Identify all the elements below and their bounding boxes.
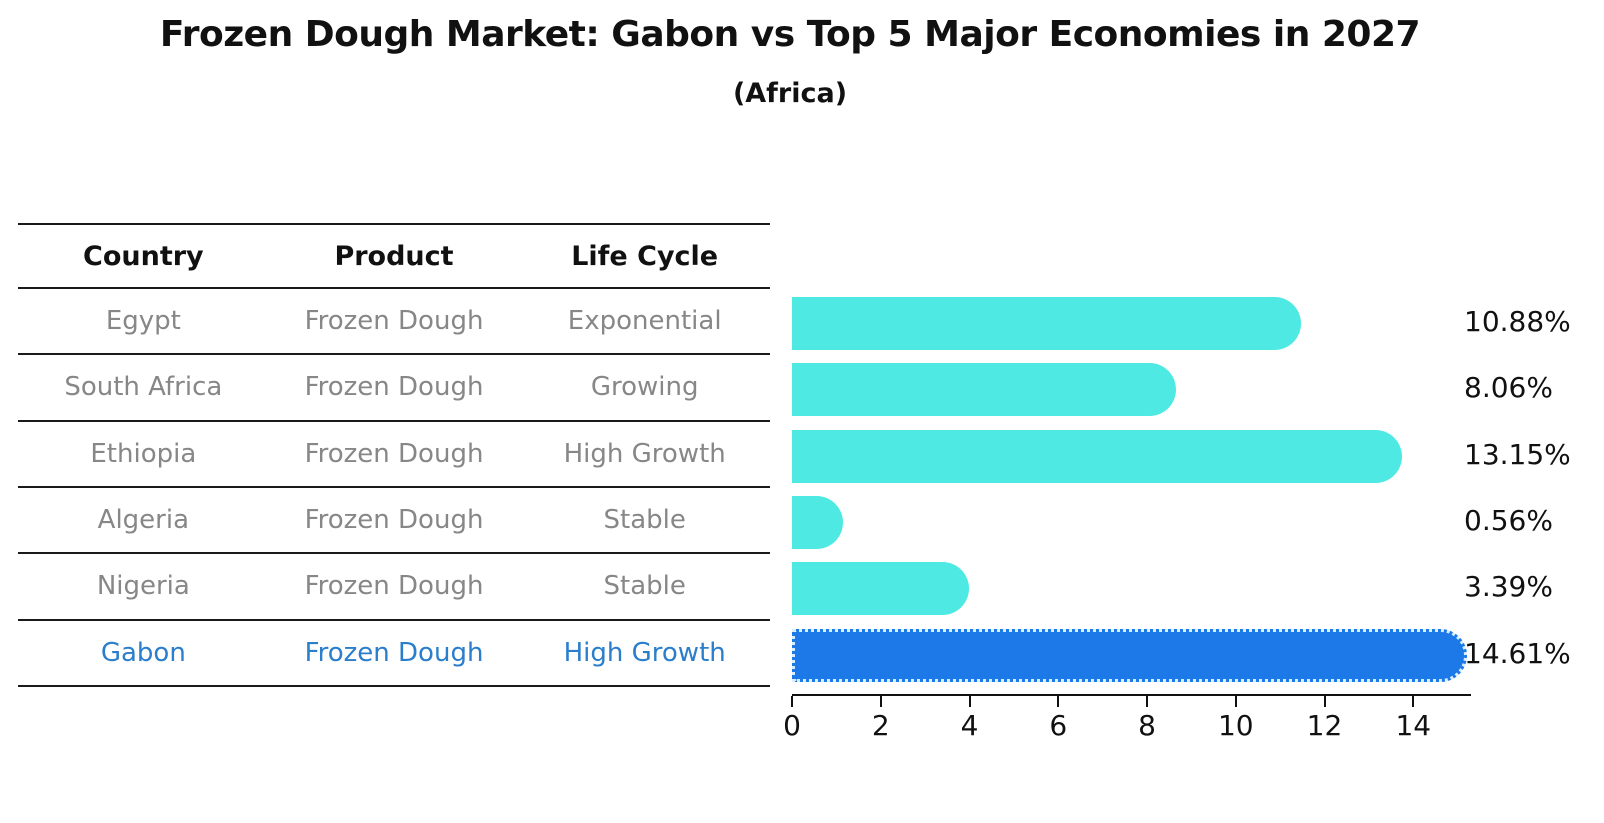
value-label-south-africa: 8.06% [1464,371,1553,405]
table-row-algeria: Algeria Frozen Dough Stable [18,488,770,555]
x-axis-tick-label: 6 [1049,709,1068,742]
x-axis-tick-label: 8 [1138,709,1156,742]
bar-egypt [792,297,1302,350]
cell-product: Frozen Dough [304,372,484,403]
cell-lifecycle: Growing [590,372,699,403]
cell-product: Frozen Dough [304,438,484,469]
bar-nigeria [792,562,969,616]
bar-row-nigeria: 3.39% [792,554,1602,620]
x-axis-tick [879,696,882,707]
column-header-lifecycle: Life Cycle [571,240,719,272]
table-row-ethiopia: Ethiopia Frozen Dough High Growth [18,422,770,488]
cell-country: South Africa [64,372,223,403]
cell-product: Frozen Dough [304,637,484,668]
x-axis-tick [791,696,793,707]
x-axis-line [792,694,1471,696]
cell-lifecycle: Exponential [567,306,722,337]
chart-title: Frozen Dough Market: Gabon vs Top 5 Majo… [159,14,1421,55]
cell-product: Frozen Dough [304,306,484,337]
chart-subtitle: (Africa) [732,78,848,109]
cell-country: Ethiopia [90,438,197,469]
x-axis-tick [1146,696,1148,707]
x-axis-tick-label: 10 [1217,709,1254,742]
x-axis-tick-label: 12 [1306,709,1343,742]
bar-gabon [792,628,1467,682]
x-axis-tick [1057,696,1060,707]
bar-row-algeria: 0.56% [792,488,1602,554]
value-label-nigeria: 3.39% [1464,570,1553,604]
x-axis-tick-label: 2 [871,709,890,742]
cell-country: Nigeria [96,571,190,602]
value-label-egypt: 10.88% [1464,305,1571,338]
bar-ethiopia [792,429,1403,483]
x-axis-tick [968,696,971,707]
cell-product: Frozen Dough [304,571,484,602]
cell-country: Egypt [105,306,181,337]
country-table: Country Product Life Cycle Egypt Frozen … [18,223,770,687]
x-axis-tick [1412,696,1415,707]
bar-south-africa [792,363,1177,417]
cell-lifecycle: Stable [603,571,686,602]
x-axis: 0 2 4 6 8 10 12 14 [783,696,1492,756]
cell-lifecycle: High Growth [563,438,726,469]
cell-product: Frozen Dough [304,505,484,536]
bar-row-egypt: 10.88% [792,289,1602,355]
bar-row-gabon: 14.61% [792,621,1602,687]
x-axis-tick-label: 4 [960,709,979,742]
cell-lifecycle: High Growth [563,637,726,668]
bar-row-south-africa: 8.06% [792,355,1602,421]
cell-lifecycle: Stable [603,505,686,536]
table-row-egypt: Egypt Frozen Dough Exponential [18,289,770,356]
value-label-gabon: 14.61% [1464,636,1571,670]
column-header-country: Country [83,240,204,272]
cell-country: Algeria [97,505,190,536]
table-row-south-africa: South Africa Frozen Dough Growing [18,355,770,422]
table-row-gabon: Gabon Frozen Dough High Growth [18,621,770,687]
table-header-row: Country Product Life Cycle [18,223,770,289]
x-axis-tick-label: 0 [783,709,801,742]
x-axis-tick-label: 14 [1395,709,1432,742]
value-label-ethiopia: 13.15% [1464,437,1571,471]
value-label-algeria: 0.56% [1464,503,1553,537]
table-row-nigeria: Nigeria Frozen Dough Stable [18,554,770,621]
bar-row-ethiopia: 13.15% [792,422,1602,488]
x-axis-tick [1323,696,1326,707]
cell-country: Gabon [100,637,186,668]
bar-algeria [792,495,844,549]
column-header-product: Product [334,240,454,272]
bar-chart: 10.88% 8.06% 13.15% 0.56% 3.39% 14.61% [792,289,1602,687]
x-axis-tick [1234,696,1237,707]
